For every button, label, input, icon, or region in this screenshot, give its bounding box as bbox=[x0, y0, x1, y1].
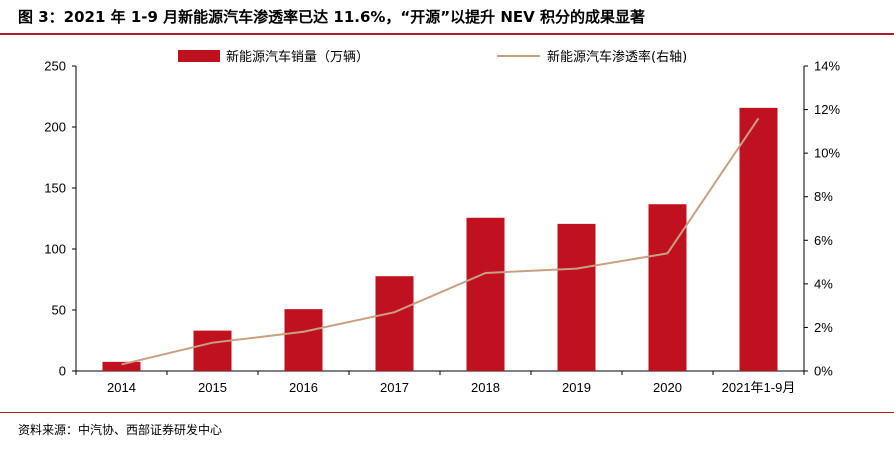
right-tick-label: 8% bbox=[814, 189, 833, 204]
right-tick-label: 2% bbox=[814, 320, 833, 335]
x-tick-label: 2018 bbox=[471, 380, 500, 395]
left-tick-label: 150 bbox=[44, 181, 66, 196]
right-tick-label: 12% bbox=[814, 102, 840, 117]
legend-bar-label: 新能源汽车销量（万辆） bbox=[226, 49, 369, 65]
left-tick-label: 0 bbox=[59, 364, 66, 379]
right-tick-label: 0% bbox=[814, 364, 833, 379]
bar bbox=[739, 107, 778, 371]
penetration-line bbox=[121, 117, 760, 366]
bar bbox=[102, 361, 141, 371]
bar bbox=[466, 217, 505, 371]
x-tick-label: 2016 bbox=[289, 380, 318, 395]
chart-title: 图 3：2021 年 1-9 月新能源汽车渗透率已达 11.6%，“开源”以提升… bbox=[18, 8, 646, 26]
x-tick-label: 2020 bbox=[653, 380, 682, 395]
right-tick-label: 14% bbox=[814, 59, 840, 74]
bar bbox=[193, 330, 232, 371]
bar bbox=[557, 223, 596, 371]
bar bbox=[648, 204, 687, 371]
footer-divider bbox=[0, 412, 894, 413]
right-tick-label: 4% bbox=[814, 276, 833, 291]
bar bbox=[284, 309, 323, 371]
source-note: 资料来源：中汽协、西部证券研发中心 bbox=[18, 423, 223, 437]
title-divider bbox=[0, 33, 894, 35]
left-tick-label: 200 bbox=[44, 120, 66, 135]
x-tick-label: 2017 bbox=[380, 380, 409, 395]
left-tick-label: 250 bbox=[44, 59, 66, 74]
legend-bar-swatch bbox=[178, 50, 220, 62]
x-tick-label: 2021年1-9月 bbox=[722, 380, 796, 395]
x-tick-label: 2014 bbox=[107, 380, 136, 395]
x-tick-label: 2019 bbox=[562, 380, 591, 395]
bar bbox=[375, 276, 414, 371]
combo-chart: 0 50 100 150 200 250 0% 2% 4% 6% 8% 10% 12% 14% 2014 20… bbox=[44, 49, 840, 395]
legend-line-label: 新能源汽车渗透率(右轴) bbox=[547, 49, 687, 65]
left-tick-label: 50 bbox=[52, 303, 66, 318]
left-tick-label: 100 bbox=[44, 242, 66, 257]
x-tick-label: 2015 bbox=[198, 380, 227, 395]
right-tick-label: 10% bbox=[814, 146, 840, 161]
right-tick-label: 6% bbox=[814, 233, 833, 248]
